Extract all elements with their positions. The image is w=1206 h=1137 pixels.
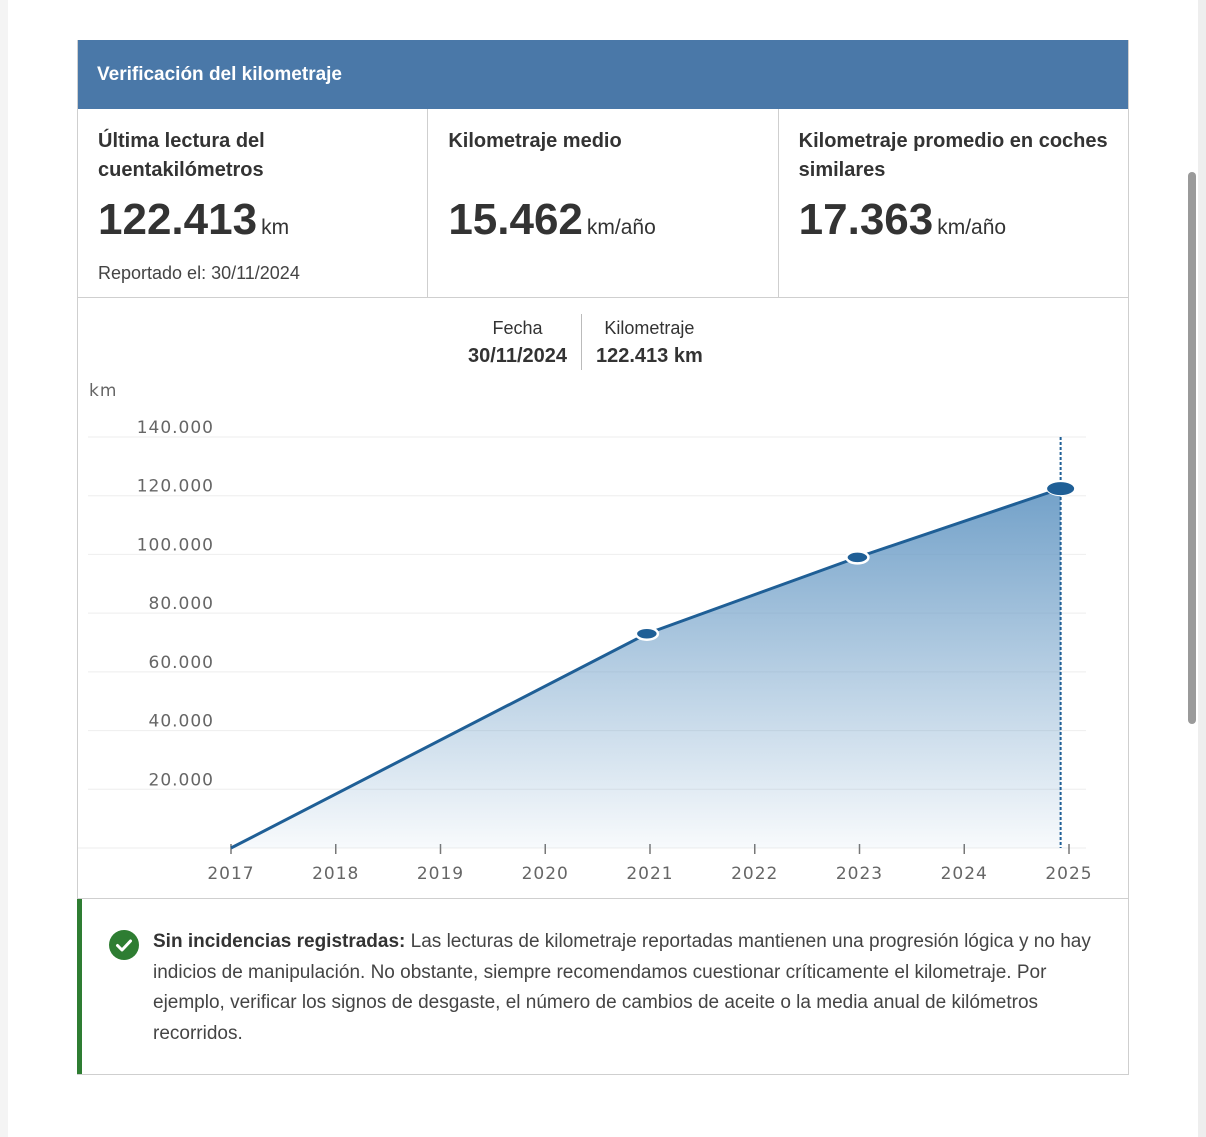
stat-unit: km/año [586, 216, 656, 239]
note-text: Sin incidencias registradas: Las lectura… [153, 927, 1093, 1049]
no-issues-note: Sin incidencias registradas: Las lectura… [77, 899, 1128, 1074]
stat-label: Kilometraje medio [448, 130, 622, 152]
y-tick-label: 60.000 [149, 653, 214, 673]
stat-average-mileage: Kilometraje medio 15.462 km/año [428, 109, 779, 297]
tooltip-date-value: 30/11/2024 [468, 345, 567, 367]
x-tick-label: 2025 [1045, 864, 1092, 884]
x-tick-label: 2019 [417, 864, 464, 884]
stat-label: Última lectura del cuentakilómetros [98, 130, 265, 181]
stat-value: 17.363 [798, 195, 934, 244]
mileage-verification-card: Verificación del kilometraje Última lect… [77, 40, 1129, 1075]
stat-value-wrap: 122.413 km [98, 197, 407, 251]
x-tick-label: 2021 [626, 864, 673, 884]
data-point [634, 626, 660, 641]
tooltip-km-label: Kilometraje [604, 318, 695, 338]
series-line [230, 487, 1062, 850]
x-tick-label: 2023 [836, 864, 883, 884]
stat-unit: km/año [937, 216, 1007, 239]
scrollbar-thumb[interactable] [1188, 172, 1196, 724]
data-point [1046, 481, 1076, 497]
mileage-chart[interactable]: km 20.000 40.000 60.000 80.000 100.000 120.000… [78, 298, 1128, 899]
reported-date: Reportado el: 30/11/2024 [98, 263, 300, 283]
stat-value: 15.462 [448, 195, 583, 244]
tooltip-date: Fecha 30/11/2024 [454, 314, 582, 370]
chart-tooltip: Fecha 30/11/2024 Kilometraje 122.413 km [454, 314, 717, 370]
y-tick-label: 80.000 [149, 594, 214, 614]
stat-similar-cars: Kilometraje promedio en coches similares… [779, 109, 1128, 297]
page-edge-left [0, 0, 8, 1137]
y-tick-label: 120.000 [137, 477, 214, 497]
note-title: Sin incidencias registradas: [153, 931, 406, 952]
stat-label: Kilometraje promedio en coches similares [798, 130, 1108, 181]
y-tick-label: 20.000 [149, 770, 214, 790]
stats-row: Última lectura del cuentakilómetros 122.… [78, 109, 1128, 298]
note-body: Las lecturas de kilometraje reportadas m… [153, 931, 1091, 1044]
stat-last-reading: Última lectura del cuentakilómetros 122.… [78, 109, 429, 297]
stat-value-wrap: 17.363 km/año [799, 197, 1108, 251]
stat-unit: km [261, 216, 290, 239]
x-tick-label: 2024 [941, 864, 988, 884]
stat-value-wrap: 15.462 km/año [448, 197, 757, 251]
x-tick-label: 2017 [207, 864, 254, 884]
stat-value: 122.413 [98, 195, 258, 244]
chart-svg: km 20.000 40.000 60.000 80.000 100.000 120.000… [78, 381, 1092, 884]
x-tick-label: 2020 [522, 864, 569, 884]
tooltip-date-label: Fecha [492, 318, 543, 338]
page-edge-right [1198, 0, 1206, 1137]
area-fill [231, 488, 1061, 848]
tooltip-km-value: 122.413 km [596, 345, 703, 367]
data-point [845, 550, 870, 565]
y-tick-label: 40.000 [149, 712, 214, 732]
card-title: Verificación del kilometraje [78, 40, 1128, 109]
check-circle-icon [109, 930, 139, 960]
y-tick-label: 140.000 [137, 418, 214, 438]
x-tick-label: 2022 [731, 864, 778, 884]
y-tick-label: 100.000 [137, 535, 214, 555]
y-axis-label: km [89, 381, 117, 401]
x-tick-label: 2018 [312, 864, 359, 884]
tooltip-km: Kilometraje 122.413 km [582, 314, 717, 370]
